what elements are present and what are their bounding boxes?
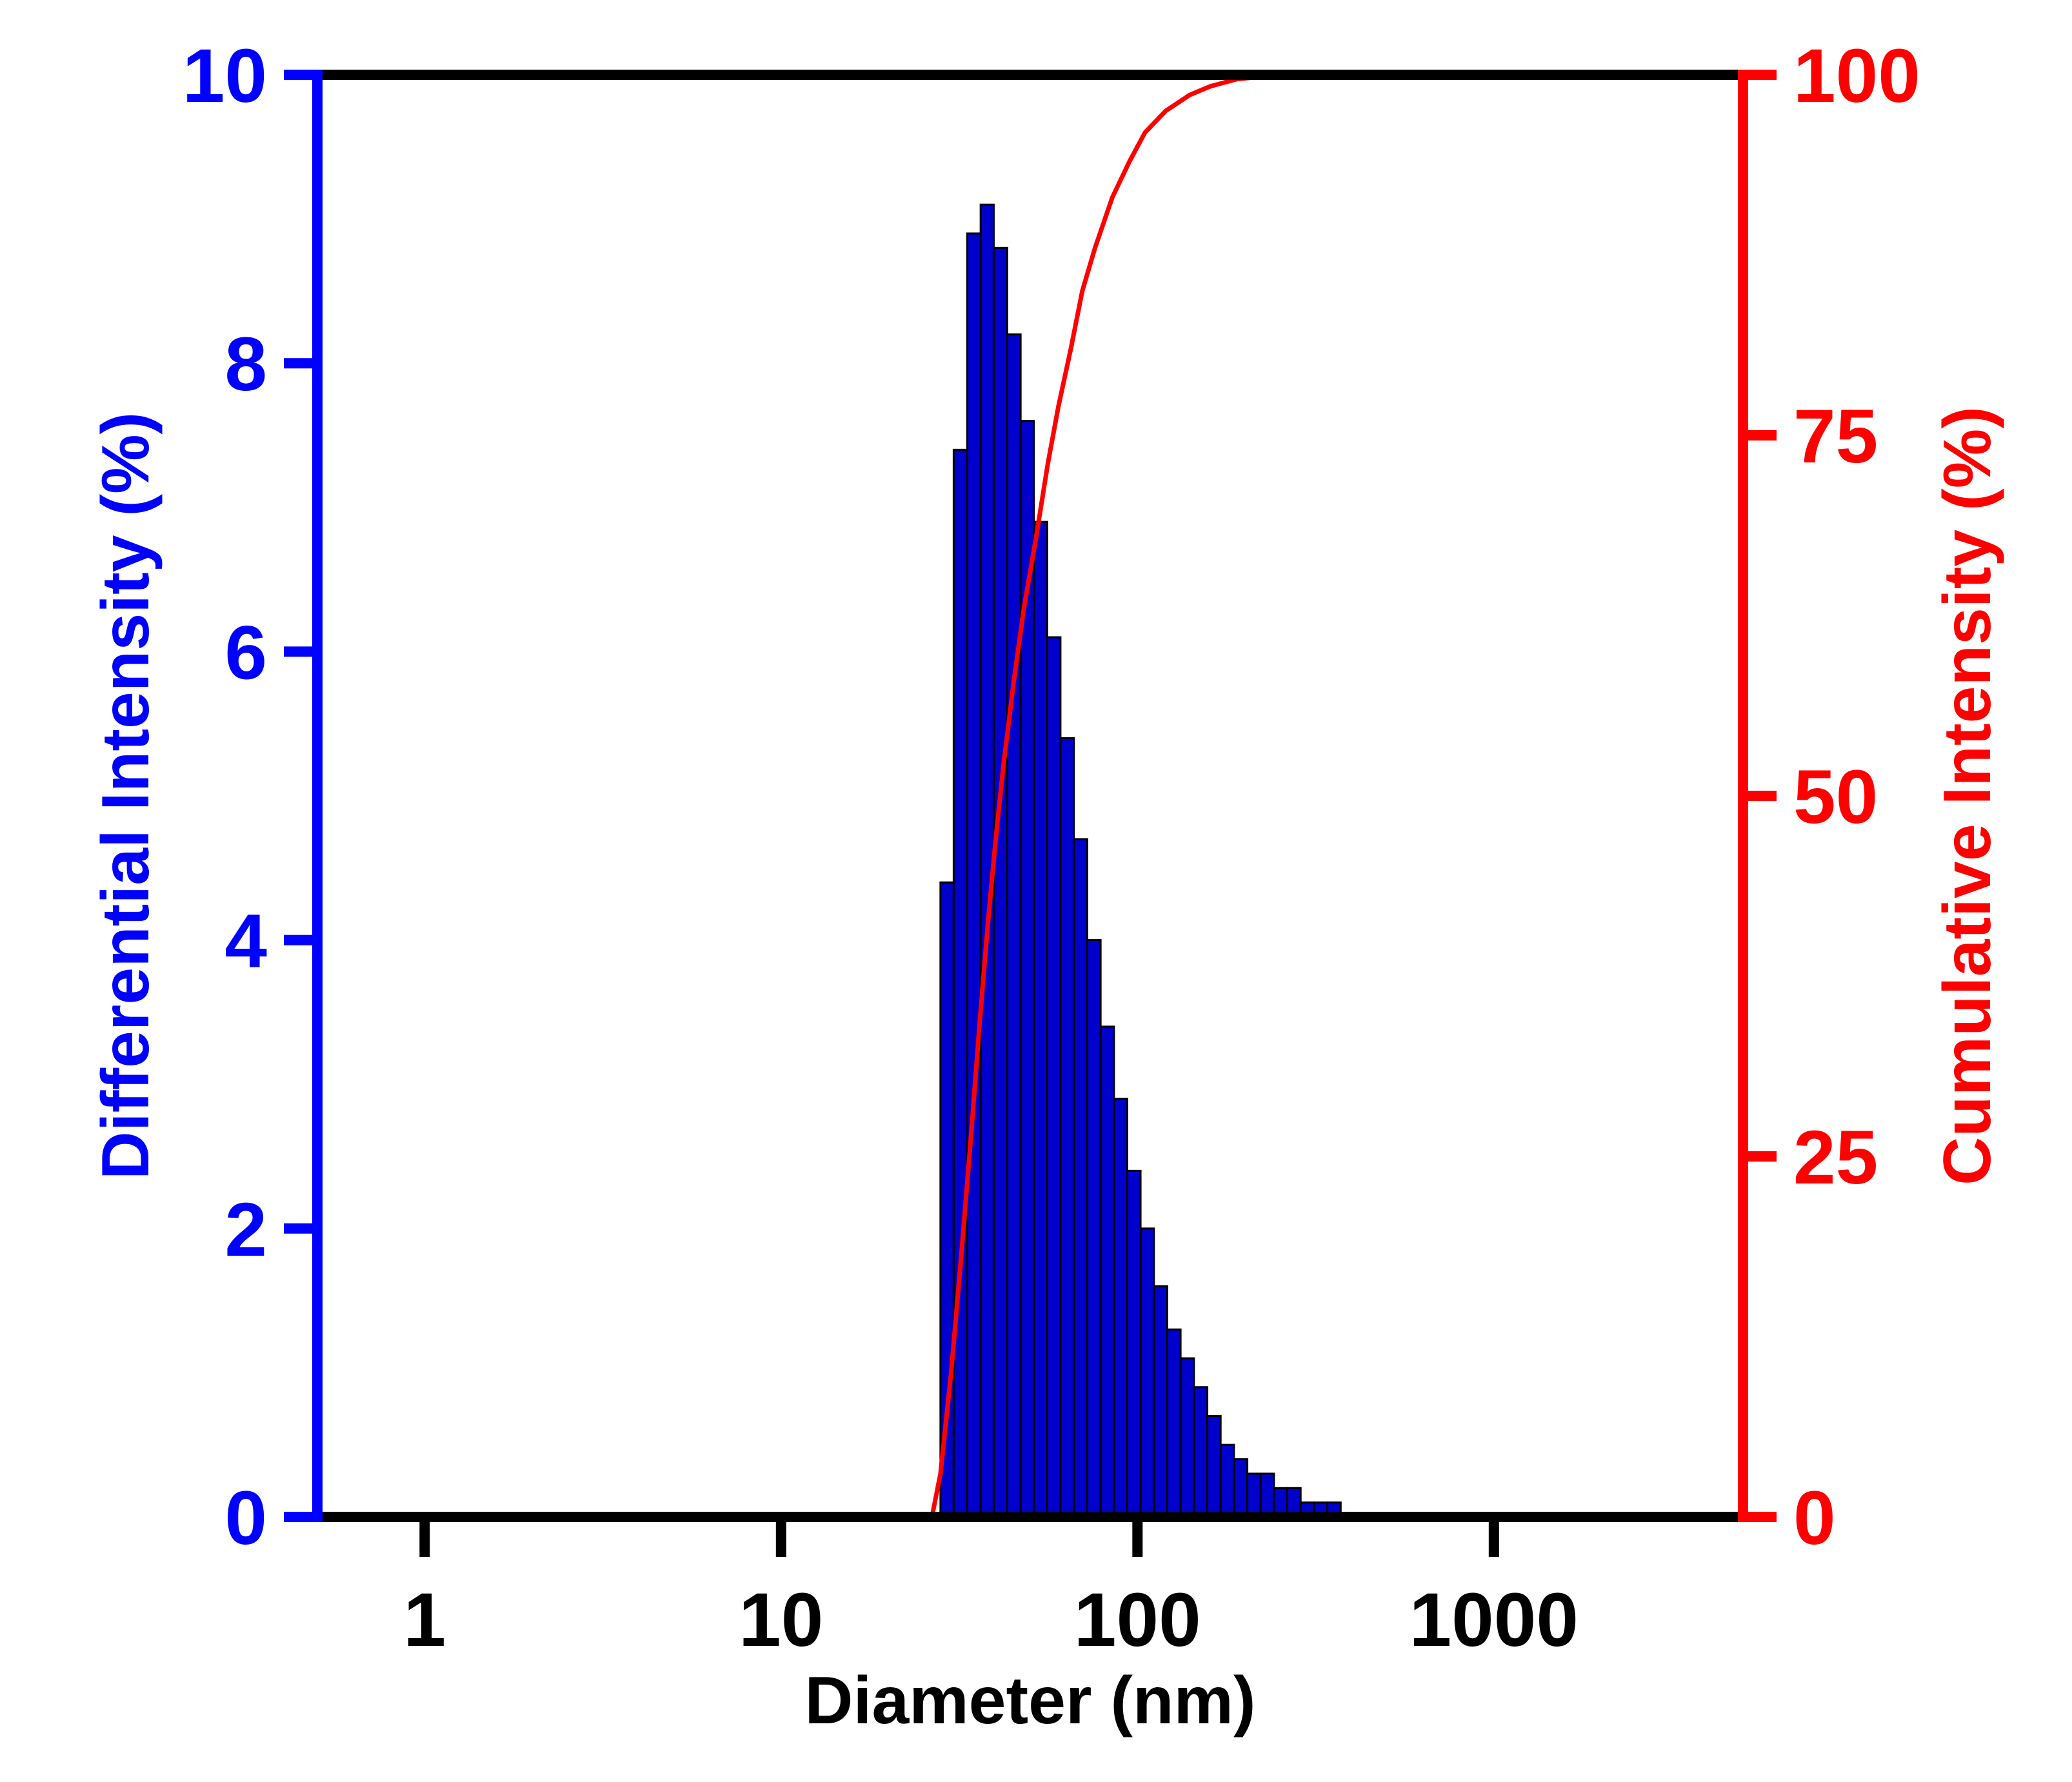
left-y-tick-label-3: 6 [224,610,267,695]
right-y-tick-label-0: 0 [1793,1476,1836,1561]
histogram-bar-4 [992,246,1008,1518]
histogram-bar-22 [1233,1458,1249,1518]
cumulative-intensity-curve [930,72,1746,1520]
histogram-bar-21 [1219,1443,1235,1518]
histogram-bar-15 [1139,1227,1155,1518]
histogram-bar-18 [1179,1357,1195,1518]
x-tick-label-3: 1000 [1410,1578,1579,1663]
histogram-bar-8 [1046,636,1062,1518]
right-y-tick-label-2: 50 [1793,755,1878,840]
left-y-axis-title: Differential Intensity (%) [88,412,163,1180]
histogram-bar-24 [1259,1472,1275,1518]
left-y-tick-label-5: 10 [183,34,267,119]
left-y-tick-label-4: 8 [224,322,267,407]
histogram-bar-19 [1193,1386,1209,1518]
right-y-tick-label-4: 100 [1793,34,1920,119]
histogram-bar-11 [1086,939,1102,1518]
left-y-tick-label-1: 2 [224,1187,267,1272]
histogram-bar-2 [966,232,982,1518]
histogram-bar-12 [1099,1025,1115,1518]
left-y-tick-label-2: 4 [224,899,267,984]
histogram-bars [939,203,1342,1518]
x-tick-label-1: 10 [739,1578,823,1663]
right-y-tick-label-3: 75 [1793,394,1878,479]
x-tick-label-0: 1 [403,1578,446,1663]
histogram-bar-16 [1153,1285,1168,1518]
histogram-bar-9 [1059,737,1075,1518]
histogram-bar-17 [1166,1328,1182,1518]
right-y-tick-label-1: 25 [1793,1115,1878,1200]
histogram-bar-1 [952,448,968,1518]
histogram-bar-23 [1246,1472,1262,1518]
histogram-bar-20 [1206,1414,1222,1518]
x-axis-title: Diameter (nm) [804,1663,1255,1738]
right-y-axis-title: Cumulative Intensity (%) [1930,406,2005,1185]
left-y-tick-label-0: 0 [224,1476,267,1561]
cumulative-curve-layer [930,72,1746,1520]
histogram-bar-13 [1113,1098,1128,1518]
histogram-bar-7 [1033,520,1048,1518]
histogram-bar-14 [1126,1169,1142,1518]
histogram-bar-10 [1073,838,1088,1518]
axes [284,70,1777,1557]
histogram-bar-5 [1006,333,1022,1518]
x-tick-label-2: 100 [1074,1578,1201,1663]
